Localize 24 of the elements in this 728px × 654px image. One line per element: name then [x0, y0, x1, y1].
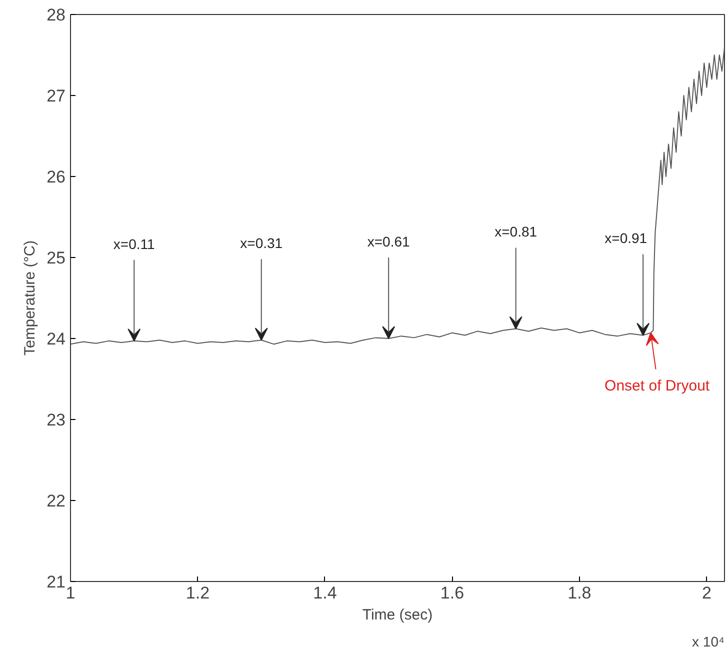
- x-tick-label: 2: [702, 584, 712, 602]
- annotation: x=0.31: [240, 235, 283, 252]
- x-tick-label: 1.4: [313, 584, 337, 602]
- line-series: [70, 46, 724, 345]
- y-tick-label: 21: [46, 572, 66, 592]
- annotation: x=0.11: [113, 236, 156, 252]
- y-tick-label: 26: [46, 168, 66, 186]
- annotation: x=0.81: [494, 224, 538, 240]
- x-tick-label: 1.8: [568, 584, 592, 602]
- x-tick-label: 1.6: [440, 584, 464, 602]
- x-tick-label: 1.2: [186, 584, 210, 602]
- y-tick-label: 28: [46, 6, 66, 24]
- y-axis-title: Temperature (°C): [22, 240, 39, 356]
- x-tick-label: 1: [66, 584, 76, 602]
- y-tick-label: 25: [46, 248, 66, 268]
- text: x 10⁴: [692, 634, 725, 650]
- y-tick-label: 27: [46, 86, 66, 106]
- annotation: x=0.91: [604, 230, 648, 246]
- y-tick-label: 23: [46, 410, 66, 430]
- y-tick-label: 24: [46, 330, 66, 348]
- y-tick-label: 22: [46, 492, 66, 510]
- annotation: Onset of Dryout: [604, 377, 710, 394]
- x-axis-title: Time (sec): [362, 606, 433, 624]
- annotation: x=0.61: [367, 233, 410, 250]
